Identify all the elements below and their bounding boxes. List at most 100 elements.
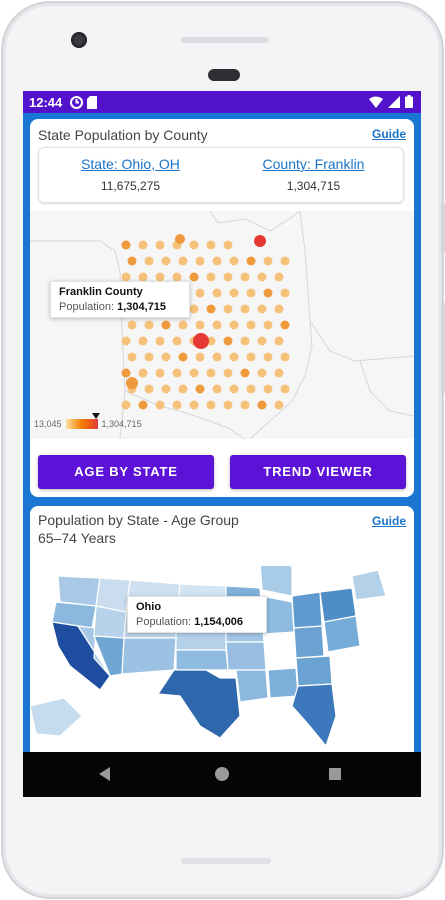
county-dot[interactable] (127, 320, 137, 330)
state-shape[interactable] (225, 641, 267, 671)
county-dot[interactable] (240, 272, 250, 282)
county-dot[interactable] (229, 384, 239, 394)
county-dot[interactable] (178, 352, 188, 362)
county-dot[interactable] (189, 304, 199, 314)
trend-viewer-button[interactable]: TREND VIEWER (230, 455, 406, 489)
county-dot[interactable] (223, 400, 233, 410)
county-dot[interactable] (178, 384, 188, 394)
county-dot[interactable] (240, 368, 250, 378)
state-shape[interactable] (291, 591, 323, 629)
county-link[interactable]: County: Franklin (262, 156, 365, 172)
county-dot[interactable] (138, 336, 148, 346)
county-dot[interactable] (206, 240, 216, 250)
county-dot[interactable] (138, 368, 148, 378)
state-shape[interactable] (351, 569, 387, 601)
county-dot[interactable] (257, 336, 267, 346)
county-dot[interactable] (121, 272, 131, 282)
county-dot[interactable] (240, 336, 250, 346)
county-dot[interactable] (178, 320, 188, 330)
county-dot[interactable] (172, 368, 182, 378)
county-dot[interactable] (121, 240, 131, 250)
state-shape[interactable] (267, 667, 299, 699)
state-shape[interactable] (57, 575, 101, 607)
home-icon[interactable] (215, 767, 229, 781)
county-dot[interactable] (189, 272, 199, 282)
county-dot[interactable] (223, 368, 233, 378)
county-dot[interactable] (189, 400, 199, 410)
county-dot[interactable] (240, 400, 250, 410)
county-dot[interactable] (212, 352, 222, 362)
county-dot[interactable] (195, 352, 205, 362)
state-shape[interactable] (76, 625, 111, 677)
state-link[interactable]: State: Ohio, OH (81, 156, 180, 172)
county-dot[interactable] (263, 320, 273, 330)
county-dot[interactable] (246, 352, 256, 362)
state-shape-alaska[interactable] (30, 697, 83, 737)
county-map[interactable]: Franklin County Population: 1,304,715 13… (30, 210, 414, 440)
county-dot[interactable] (127, 352, 137, 362)
state-shape[interactable] (293, 625, 325, 659)
us-state-map[interactable] (30, 566, 414, 766)
county-dot[interactable] (155, 400, 165, 410)
state-shape[interactable] (175, 649, 229, 671)
county-dot[interactable] (280, 288, 290, 298)
county-dot[interactable] (155, 272, 165, 282)
county-dot[interactable] (257, 272, 267, 282)
county-dot[interactable] (144, 320, 154, 330)
county-dot[interactable] (195, 256, 205, 266)
county-dot[interactable] (189, 240, 199, 250)
county-dot[interactable] (274, 368, 284, 378)
county-dot[interactable] (144, 352, 154, 362)
county-dot[interactable] (280, 256, 290, 266)
county-dot-highlight[interactable] (193, 333, 209, 349)
county-dot[interactable] (121, 336, 131, 346)
county-dot[interactable] (274, 272, 284, 282)
county-dot[interactable] (172, 400, 182, 410)
county-dot[interactable] (206, 336, 216, 346)
county-dot[interactable] (274, 336, 284, 346)
county-dot[interactable] (229, 352, 239, 362)
county-dot[interactable] (246, 288, 256, 298)
county-dot[interactable] (172, 336, 182, 346)
county-dot[interactable] (161, 384, 171, 394)
county-dot[interactable] (155, 368, 165, 378)
county-dot[interactable] (178, 256, 188, 266)
state-shape[interactable] (121, 637, 177, 675)
county-dot[interactable] (263, 352, 273, 362)
county-dot[interactable] (206, 400, 216, 410)
state-shape[interactable] (93, 605, 127, 639)
county-dot[interactable] (212, 384, 222, 394)
recent-apps-icon[interactable] (329, 768, 341, 780)
county-dot[interactable] (246, 256, 256, 266)
county-dot[interactable] (195, 384, 205, 394)
age-by-state-button[interactable]: AGE BY STATE (38, 455, 214, 489)
county-dot[interactable] (257, 368, 267, 378)
county-dot[interactable] (121, 368, 131, 378)
state-shape[interactable] (295, 655, 333, 687)
county-dot[interactable] (195, 288, 205, 298)
county-dot-highlight[interactable] (126, 377, 138, 389)
county-dot[interactable] (206, 272, 216, 282)
county-dot[interactable] (223, 272, 233, 282)
county-dot-highlight[interactable] (254, 235, 266, 247)
county-dot[interactable] (246, 320, 256, 330)
county-dot[interactable] (206, 368, 216, 378)
county-dot[interactable] (161, 256, 171, 266)
county-dot[interactable] (223, 240, 233, 250)
county-dot[interactable] (274, 400, 284, 410)
county-dot[interactable] (144, 384, 154, 394)
county-dot[interactable] (223, 304, 233, 314)
county-dot[interactable] (240, 304, 250, 314)
state-shape-texas[interactable] (156, 669, 241, 739)
county-dot[interactable] (138, 240, 148, 250)
county-dot[interactable] (280, 320, 290, 330)
guide-link[interactable]: Guide (371, 127, 406, 141)
state-shape[interactable] (235, 669, 269, 703)
county-dot[interactable] (263, 288, 273, 298)
county-dot[interactable] (274, 304, 284, 314)
county-dot[interactable] (172, 272, 182, 282)
county-dot[interactable] (161, 352, 171, 362)
county-dot[interactable] (189, 368, 199, 378)
county-dot[interactable] (212, 320, 222, 330)
county-dot[interactable] (263, 256, 273, 266)
